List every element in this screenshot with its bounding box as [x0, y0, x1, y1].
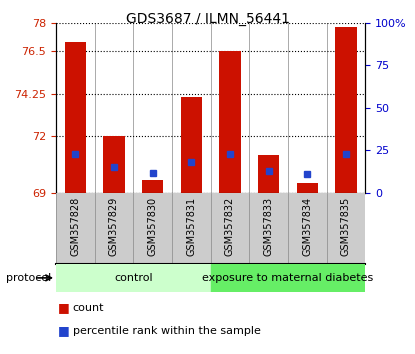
Text: GSM357835: GSM357835 — [341, 196, 351, 256]
Bar — [65, 42, 86, 193]
Bar — [210, 264, 365, 292]
Bar — [142, 180, 163, 193]
Text: count: count — [73, 303, 104, 313]
Text: GSM357834: GSM357834 — [302, 196, 312, 256]
Bar — [181, 97, 202, 193]
Text: control: control — [114, 273, 153, 283]
Bar — [258, 155, 279, 193]
Text: GDS3687 / ILMN_56441: GDS3687 / ILMN_56441 — [125, 12, 290, 27]
Text: ■: ■ — [58, 325, 70, 337]
Text: GSM357830: GSM357830 — [148, 196, 158, 256]
Text: GSM357831: GSM357831 — [186, 196, 196, 256]
Bar — [297, 183, 318, 193]
Text: percentile rank within the sample: percentile rank within the sample — [73, 326, 261, 336]
Text: GSM357829: GSM357829 — [109, 196, 119, 256]
Text: ■: ■ — [58, 302, 70, 314]
Bar — [335, 27, 356, 193]
Bar — [103, 136, 124, 193]
Text: GSM357828: GSM357828 — [71, 196, 81, 256]
Text: GSM357833: GSM357833 — [264, 196, 273, 256]
Text: GSM357832: GSM357832 — [225, 196, 235, 256]
Text: exposure to maternal diabetes: exposure to maternal diabetes — [202, 273, 374, 283]
Text: protocol: protocol — [6, 273, 51, 283]
Bar — [219, 51, 241, 193]
Bar — [56, 264, 210, 292]
